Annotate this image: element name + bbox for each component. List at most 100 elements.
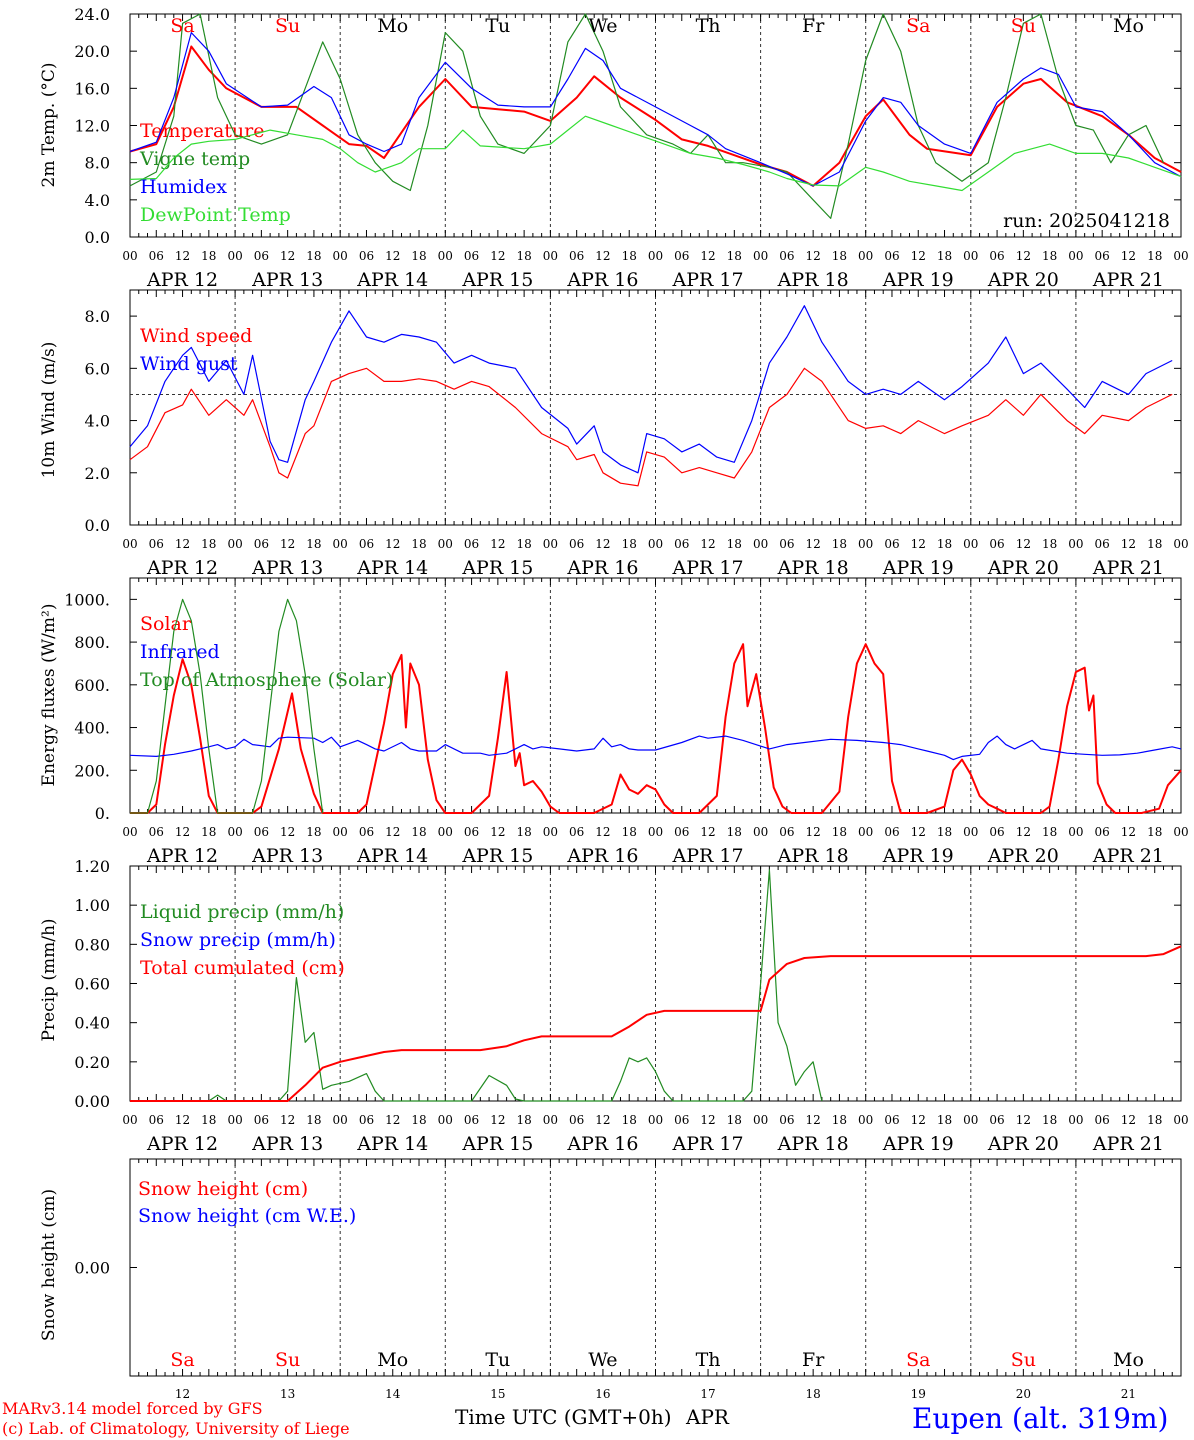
x-hour-label: 00 — [753, 537, 768, 551]
x-hour-label: 00 — [1173, 825, 1188, 839]
y-tick-label: 800. — [74, 633, 110, 652]
x-hour-label: 06 — [779, 537, 794, 551]
x-hour-label: 00 — [333, 1113, 348, 1127]
x-hour-label: 18 — [832, 1113, 847, 1127]
x-hour-label: 06 — [779, 825, 794, 839]
x-hour-label: 12 — [911, 537, 926, 551]
x-hour-label: 00 — [438, 537, 453, 551]
x-hour-label: 00 — [543, 537, 558, 551]
x-hour-label: 06 — [884, 1113, 899, 1127]
x-hour-label: 12 — [175, 249, 190, 263]
x-hour-label: 00 — [1068, 825, 1083, 839]
x-date-label: APR 16 — [566, 1133, 638, 1155]
y-tick-label: 0.0 — [85, 228, 110, 247]
y-axis-label: Precip (mm/h) — [39, 918, 59, 1041]
day-number-label: 18 — [806, 1387, 821, 1401]
x-date-label: APR 19 — [882, 557, 954, 579]
x-hour-label: 12 — [806, 249, 821, 263]
legend-entry: Vigne temp — [139, 148, 250, 170]
x-hour-label: 06 — [254, 249, 269, 263]
x-hour-label: 00 — [543, 825, 558, 839]
x-date-label: APR 17 — [672, 845, 744, 867]
x-hour-label: 06 — [779, 249, 794, 263]
x-hour-label: 00 — [1173, 537, 1188, 551]
x-hour-label: 06 — [359, 1113, 374, 1127]
x-hour-label: 18 — [1042, 825, 1057, 839]
x-hour-label: 18 — [306, 537, 321, 551]
model-credit: MARv3.14 model forced by GFS — [2, 1399, 263, 1418]
weekday-label-bottom: Fr — [802, 1349, 825, 1371]
x-hour-label: 06 — [674, 1113, 689, 1127]
x-hour-label: 18 — [622, 1113, 637, 1127]
x-hour-label: 18 — [306, 249, 321, 263]
weekday-label-top: Tu — [485, 15, 510, 37]
x-date-label: APR 13 — [251, 845, 323, 867]
legend-entry: Wind gust — [140, 353, 238, 375]
x-hour-label: 12 — [385, 249, 400, 263]
weekday-label-bottom: Sa — [906, 1349, 930, 1371]
x-hour-label: 12 — [1016, 537, 1031, 551]
series-line — [129, 115, 1182, 192]
x-hour-label: 12 — [1121, 825, 1136, 839]
x-hour-label: 00 — [227, 249, 242, 263]
x-hour-label: 12 — [175, 825, 190, 839]
y-tick-label: 6.0 — [85, 359, 110, 378]
legend-entry: Liquid precip (mm/h) — [140, 901, 344, 923]
series-line — [129, 305, 1173, 474]
x-hour-label: 06 — [149, 537, 164, 551]
x-hour-label: 12 — [1121, 249, 1136, 263]
x-date-label: APR 15 — [461, 269, 533, 291]
x-hour-label: 06 — [149, 1113, 164, 1127]
x-date-label: APR 18 — [777, 269, 849, 291]
month-label: APR — [686, 1405, 729, 1429]
x-hour-label: 18 — [622, 249, 637, 263]
y-tick-label: 0.00 — [74, 1092, 110, 1111]
weekday-label-bottom: Tu — [485, 1349, 510, 1371]
x-date-label: APR 21 — [1092, 269, 1164, 291]
x-hour-label: 12 — [595, 825, 610, 839]
x-hour-label: 18 — [832, 537, 847, 551]
legend-entry: Infrared — [140, 641, 220, 663]
legend-entry: Snow precip (mm/h) — [140, 929, 336, 951]
day-number-label: 15 — [490, 1387, 505, 1401]
x-hour-label: 12 — [700, 537, 715, 551]
x-hour-label: 12 — [1016, 825, 1031, 839]
x-hour-label: 18 — [411, 825, 426, 839]
x-hour-label: 00 — [753, 249, 768, 263]
weekday-label-top: Su — [275, 15, 300, 37]
y-tick-label: 4.0 — [85, 412, 110, 431]
x-hour-label: 12 — [911, 825, 926, 839]
y-tick-label: 2.0 — [85, 464, 110, 483]
x-hour-label: 18 — [1147, 537, 1162, 551]
x-hour-label: 12 — [911, 249, 926, 263]
x-date-label: APR 14 — [356, 1133, 428, 1155]
x-hour-label: 12 — [806, 537, 821, 551]
x-hour-label: 06 — [464, 537, 479, 551]
x-hour-label: 00 — [753, 1113, 768, 1127]
x-date-label: APR 15 — [461, 1133, 533, 1155]
y-tick-label: 0.00 — [74, 1259, 110, 1278]
y-tick-label: 12.0 — [74, 117, 110, 136]
x-hour-label: 06 — [254, 1113, 269, 1127]
x-hour-label: 00 — [648, 537, 663, 551]
weekday-label-top: Fr — [802, 15, 825, 37]
series-line — [130, 945, 1182, 1102]
x-hour-label: 06 — [674, 825, 689, 839]
x-hour-label: 06 — [989, 1113, 1004, 1127]
y-tick-label: 0.40 — [74, 1014, 110, 1033]
x-date-label: APR 19 — [882, 845, 954, 867]
x-hour-label: 18 — [1147, 1113, 1162, 1127]
weekday-label-top: Su — [1011, 15, 1036, 37]
x-hour-label: 18 — [832, 825, 847, 839]
x-hour-label: 18 — [727, 249, 742, 263]
x-hour-label: 18 — [1042, 537, 1057, 551]
x-hour-label: 06 — [149, 825, 164, 839]
x-date-label: APR 20 — [987, 269, 1059, 291]
weekday-label-bottom: We — [588, 1349, 617, 1371]
legend-entry: Total cumulated (cm) — [140, 957, 345, 979]
x-hour-label: 00 — [753, 825, 768, 839]
lab-credit: (c) Lab. of Climatology, University of L… — [2, 1419, 350, 1438]
x-hour-label: 00 — [858, 537, 873, 551]
x-hour-label: 00 — [543, 1113, 558, 1127]
x-hour-label: 12 — [280, 825, 295, 839]
